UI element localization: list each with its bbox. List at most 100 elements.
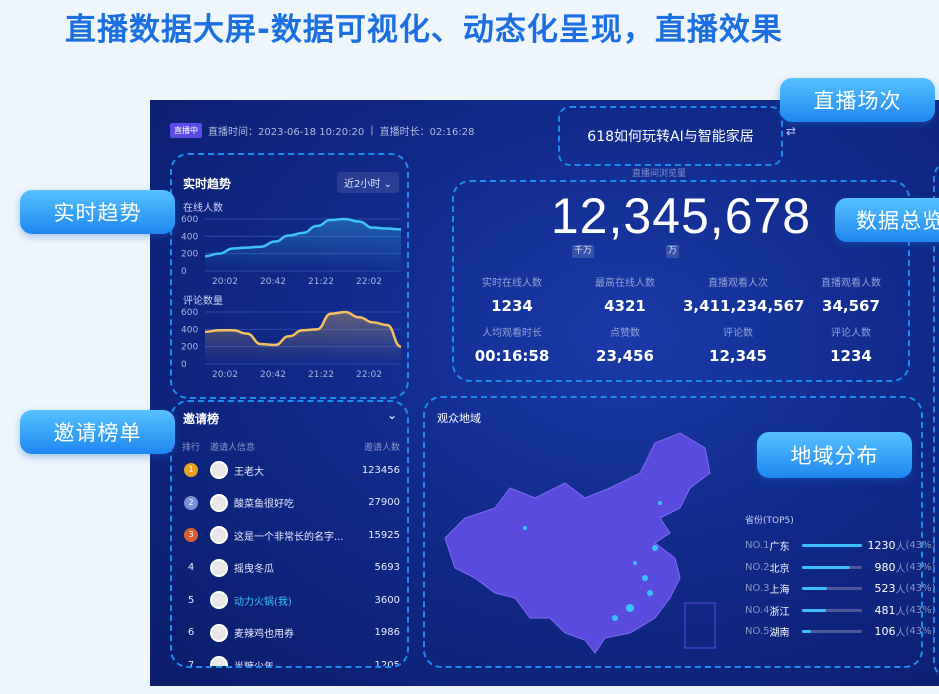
y-tick-label: 400 bbox=[181, 232, 198, 242]
province-pct: (43%) bbox=[905, 561, 936, 573]
inviter-name: 动力火锅(我) bbox=[234, 596, 292, 608]
province-unit: 人 bbox=[895, 563, 906, 575]
avatar bbox=[210, 591, 228, 609]
invite-row[interactable]: 6 麦辣鸡也用券 1986 bbox=[172, 617, 407, 649]
total-views: 12,345,678 bbox=[550, 188, 812, 244]
live-badge: 直播中 bbox=[170, 123, 202, 138]
province-name: 浙江 bbox=[769, 606, 790, 618]
stat-value: 34,567 bbox=[822, 297, 880, 315]
avatar bbox=[210, 526, 228, 544]
province-row: NO.2 北京 980 人 (43%) bbox=[745, 560, 936, 575]
avatar bbox=[210, 656, 228, 666]
unit-ten-million: 千万 bbox=[572, 245, 595, 258]
invite-count: 15925 bbox=[368, 529, 400, 541]
stat-value: 00:16:58 bbox=[474, 347, 550, 365]
stat-label: 最高在线人数 bbox=[595, 278, 655, 289]
callout-overview: 数据总览 bbox=[835, 198, 939, 242]
province-rank: NO.4 bbox=[745, 604, 770, 616]
swap-icon[interactable]: ⇄ bbox=[786, 124, 797, 138]
rank-number: 5 bbox=[187, 594, 195, 606]
province-count: 106 bbox=[874, 625, 896, 638]
stat-item: 直播观看人数 34,567 bbox=[796, 274, 906, 315]
series-line bbox=[204, 217, 402, 258]
live-dashboard: 直播中 直播时间：2023-06-18 10:20:20 | 直播时长：02:1… bbox=[150, 100, 939, 686]
medal-icon: 3 bbox=[184, 528, 198, 542]
stat-item: 人均观看时长 00:16:58 bbox=[457, 324, 567, 365]
y-tick-label: 600 bbox=[181, 215, 198, 225]
avatar bbox=[210, 623, 228, 642]
stat-label: 评论数 bbox=[723, 328, 753, 339]
x-tick-label: 20:02 bbox=[212, 277, 238, 287]
x-tick-label: 20:02 bbox=[212, 370, 238, 380]
invite-row[interactable]: 2 酸菜鱼很好吃 27900 bbox=[172, 487, 407, 519]
province-bar bbox=[801, 630, 862, 633]
invite-row[interactable]: 5 动力火锅(我) 3600 bbox=[172, 584, 407, 616]
province-count: 1230 bbox=[867, 539, 896, 552]
invite-count: 27900 bbox=[368, 497, 400, 508]
stat-label: 评论人数 bbox=[831, 328, 871, 339]
province-name: 北京 bbox=[769, 563, 790, 575]
inviter-name: 王老大 bbox=[234, 466, 264, 478]
province-bar-fill bbox=[801, 587, 828, 590]
province-name: 上海 bbox=[769, 585, 790, 596]
live-start-time: 直播时间：2023-06-18 10:20:20 bbox=[208, 127, 365, 138]
invite-row[interactable]: 1 王老大 123456 bbox=[172, 454, 407, 486]
stat-item: 评论人数 1234 bbox=[796, 324, 906, 365]
unit-ten-thousand: 万 bbox=[666, 245, 680, 258]
time-range-value: 近2小时 bbox=[344, 179, 381, 190]
stat-item: 实时在线人数 1234 bbox=[457, 274, 567, 315]
stat-item: 评论数 12,345 bbox=[683, 324, 793, 365]
stat-value: 4321 bbox=[604, 297, 646, 315]
invite-count: 5693 bbox=[374, 562, 400, 573]
rank-number: 4 bbox=[187, 562, 195, 573]
invite-row[interactable]: 4 摇曳冬瓜 5693 bbox=[172, 552, 407, 584]
stat-item: 点赞数 23,456 bbox=[570, 324, 680, 365]
invite-table-header: 排行 邀请人信息 邀请人数 bbox=[172, 440, 407, 453]
chevron-down-icon: ⌄ bbox=[383, 179, 392, 190]
province-count: 980 bbox=[874, 560, 896, 574]
avatar bbox=[210, 493, 228, 512]
series-area bbox=[205, 312, 401, 364]
stat-item: 直播观看人次 3,411,234,567 bbox=[683, 274, 804, 315]
live-duration: 直播时长：02:16:28 bbox=[379, 127, 475, 138]
col-count: 邀请人数 bbox=[363, 443, 400, 453]
comment-count-chart: 600 400 200 0 20:02 20:42 21:22 22:02 bbox=[181, 308, 402, 380]
province-rank: NO.2 bbox=[745, 561, 770, 573]
stat-value: 1234 bbox=[491, 297, 533, 315]
province-bar-fill bbox=[801, 565, 850, 569]
province-row: NO.3 上海 523 人 (43%) bbox=[745, 581, 936, 596]
trend-panel: 实时趋势 近2小时 ⌄ 在线人数 600 400 200 0 20:02 20:42 21:… bbox=[170, 153, 409, 399]
province-row: NO.5 湖南 106 人 (43%) bbox=[745, 624, 936, 639]
stat-label: 点赞数 bbox=[610, 328, 640, 339]
medal-icon: 2 bbox=[184, 495, 198, 510]
rank-number: 7 bbox=[187, 659, 195, 668]
session-title-box: 618如何玩转AI与智能家居 bbox=[558, 106, 783, 166]
y-tick-label: 200 bbox=[181, 250, 198, 260]
invite-count: 123456 bbox=[361, 464, 400, 476]
y-tick-label: 200 bbox=[181, 343, 198, 353]
col-rank: 排行 bbox=[181, 443, 200, 453]
rank-number: 6 bbox=[187, 627, 195, 638]
invite-row[interactable]: 7 半糖少年 1205 bbox=[172, 649, 407, 668]
x-tick-label: 20:42 bbox=[260, 370, 286, 380]
stat-label: 直播观看人次 bbox=[708, 278, 768, 289]
comment-chart-title: 评论数量 bbox=[183, 296, 223, 307]
stat-label: 实时在线人数 bbox=[482, 278, 542, 289]
invite-count: 1986 bbox=[374, 627, 400, 638]
x-tick-label: 22:02 bbox=[356, 277, 382, 287]
live-status-bar: 直播中 直播时间：2023-06-18 10:20:20 | 直播时长：02:1… bbox=[170, 123, 475, 138]
stat-value: 23,456 bbox=[596, 347, 654, 365]
province-name: 广东 bbox=[769, 542, 790, 553]
invite-row[interactable]: 3 这是一个非常长的名字... 15925 bbox=[172, 519, 407, 551]
page-title: 直播数据大屏-数据可视化、动态化呈现，直播效果 bbox=[65, 12, 783, 48]
province-unit: 人 bbox=[895, 585, 906, 596]
x-tick-label: 21:22 bbox=[308, 370, 334, 380]
chevron-down-icon[interactable]: ⌄ bbox=[386, 408, 397, 422]
province-unit: 人 bbox=[895, 628, 906, 639]
region-title: 观众地域 bbox=[437, 412, 481, 425]
stat-label: 直播观看人数 bbox=[821, 278, 881, 289]
province-bar-fill bbox=[801, 608, 826, 612]
x-tick-label: 21:22 bbox=[308, 277, 334, 287]
invite-title: 邀请榜 bbox=[183, 412, 220, 426]
time-range-dropdown[interactable]: 近2小时 ⌄ bbox=[337, 172, 399, 193]
